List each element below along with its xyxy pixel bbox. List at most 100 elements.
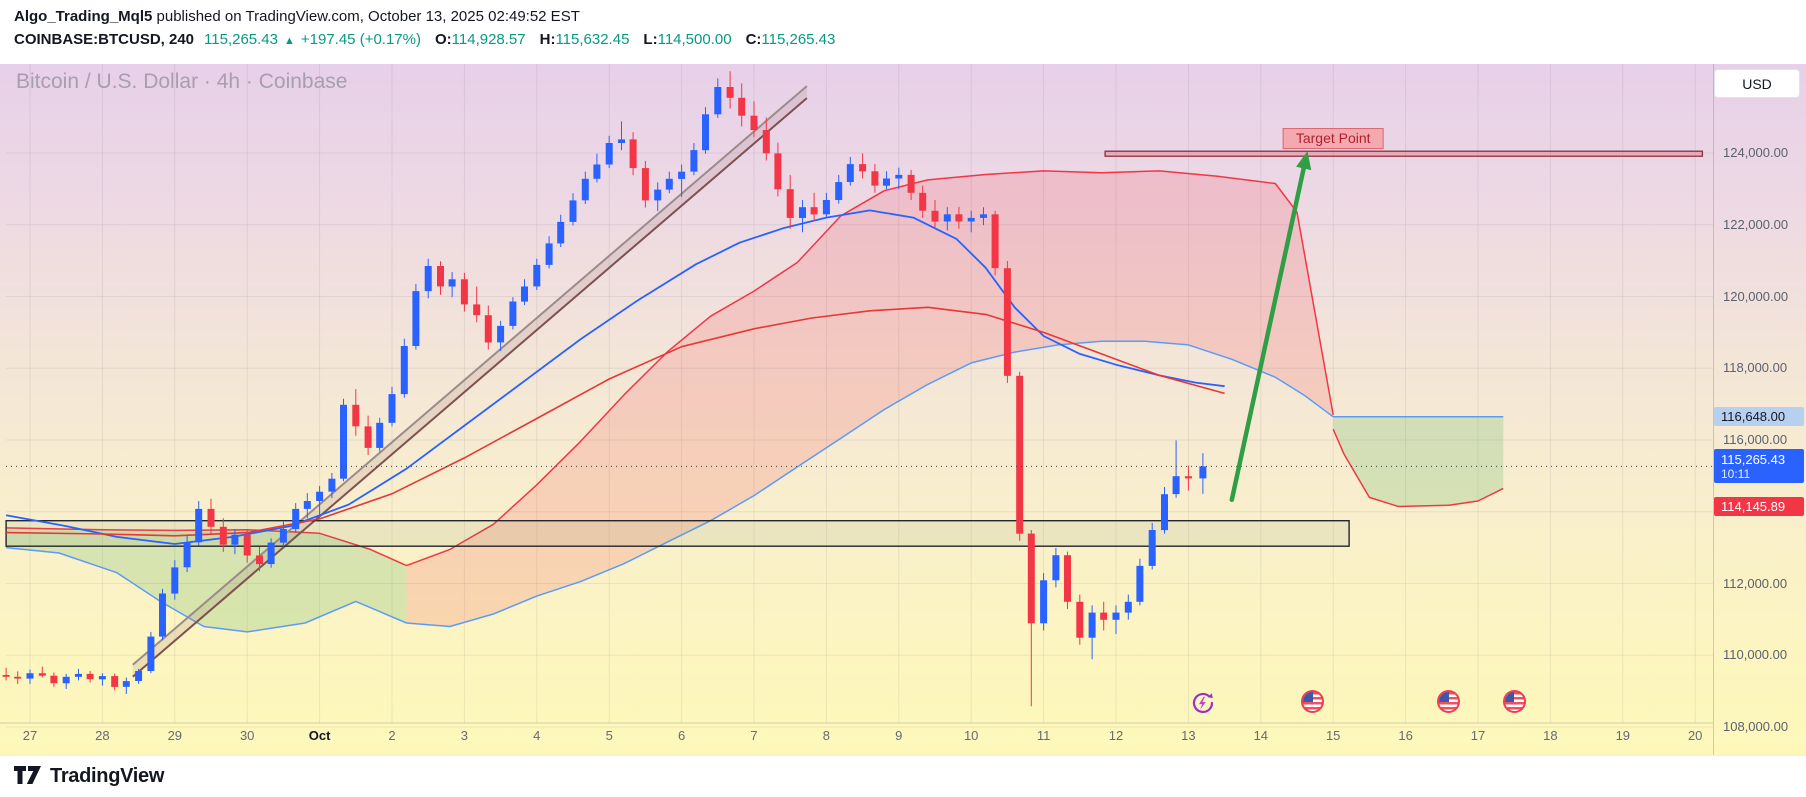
price-axis-tick: 116,000.00 <box>1723 432 1788 447</box>
publisher-name: Algo_Trading_Mql5 <box>14 8 153 25</box>
candle-body <box>195 508 203 543</box>
candle-body <box>484 315 492 343</box>
candle-body <box>967 217 975 222</box>
candle-body <box>859 164 867 172</box>
candle-body <box>111 676 119 687</box>
ichimoku-cloud <box>6 527 407 632</box>
candle-body <box>629 139 637 169</box>
target-arrow-head <box>1296 151 1312 171</box>
candle-body <box>943 214 951 222</box>
span-a-price-label: 116,648.00 <box>1714 406 1804 426</box>
price-axis-tick: 118,000.00 <box>1723 360 1788 376</box>
price-axis[interactable]: 124,000.00 122,000.00 120,000.00 118,000.00… <box>1713 64 1806 755</box>
us-economic-event-icon[interactable] <box>1437 690 1463 716</box>
candle-body <box>328 478 336 492</box>
us-flag-glyph <box>1502 690 1526 713</box>
candle-body <box>1184 476 1192 479</box>
low-value: L:114,500.00 <box>643 31 732 48</box>
candle-body <box>1112 612 1120 620</box>
candle-body <box>86 673 94 680</box>
crypto-event-icon[interactable] <box>1190 690 1216 716</box>
us-economic-event-icon[interactable] <box>1502 690 1529 716</box>
candle-body <box>581 178 589 201</box>
candle-body <box>1040 580 1048 624</box>
candle-body <box>871 171 879 186</box>
candle-body <box>1052 555 1060 581</box>
close-value: C:115,265.43 <box>745 31 836 48</box>
candle-body <box>569 200 577 222</box>
candle-body <box>303 501 311 509</box>
symbol-name: COINBASE:BTCUSD, 240 <box>14 31 195 48</box>
candle-body <box>846 164 854 182</box>
candle-body <box>750 115 758 131</box>
candle-body <box>412 291 420 346</box>
candle-body <box>26 673 34 679</box>
candle-body <box>533 264 541 287</box>
candle-body <box>509 301 517 326</box>
span-b-value: 114,145.89 <box>1721 498 1786 514</box>
crypto-event-glyph <box>1192 692 1213 714</box>
open-value: O:114,928.57 <box>434 31 526 48</box>
candle-body <box>2 675 10 677</box>
currency-button[interactable]: USD <box>1714 69 1800 98</box>
candle-body <box>316 491 324 501</box>
price-change: +197.45 (+0.17%) <box>300 31 421 48</box>
candle-body <box>557 221 565 244</box>
candle-body <box>376 422 384 448</box>
last-price: 115,265.43 <box>204 31 278 48</box>
candle-body <box>980 214 987 218</box>
ichimoku-cloud <box>1333 416 1504 507</box>
ichimoku-span-line <box>406 340 1334 628</box>
candle-body <box>1161 494 1168 531</box>
candle-body <box>135 671 143 681</box>
trend-channel-upper-line <box>132 85 808 666</box>
chart-canvas[interactable] <box>0 64 1806 755</box>
target-price-line <box>1104 150 1704 157</box>
tradingview-logo-icon <box>14 766 41 784</box>
ichimoku-span-line <box>1332 428 1504 508</box>
price-axis-tick: 120,000.00 <box>1723 288 1789 304</box>
price-axis-tick: 112,000.00 <box>1723 575 1788 591</box>
trend-channel-fill <box>132 86 807 677</box>
candle-body <box>50 675 58 684</box>
candle-body <box>1136 565 1144 602</box>
candle-body <box>690 150 698 172</box>
candle-body <box>388 394 396 423</box>
candle-body <box>424 266 432 292</box>
candle-body <box>437 266 444 287</box>
candle-body <box>147 636 155 671</box>
candle-body <box>1088 612 1096 638</box>
candle-body <box>835 182 843 200</box>
price-axis-tick: 122,000.00 <box>1723 216 1789 232</box>
candle-body <box>473 304 481 316</box>
candle-body <box>1100 612 1108 620</box>
candle-body <box>1016 375 1024 534</box>
candle-body <box>448 279 456 287</box>
candle-body <box>159 593 166 637</box>
span-a-value: 116,648.00 <box>1721 408 1786 424</box>
target-arrow-shaft <box>1229 161 1307 503</box>
chart-area: Bitcoin / U.S. Dollar · 4h · Coinbase 27… <box>0 64 1806 755</box>
price-axis-tick: 108,000.00 <box>1723 719 1789 734</box>
candle-body <box>521 286 528 302</box>
price-axis-tick: 124,000.00 <box>1723 145 1789 160</box>
header: Algo_Trading_Mql5 published on TradingVi… <box>0 0 1806 64</box>
ichimoku-span-line <box>6 546 407 633</box>
span-b-price-label: 114,145.89 <box>1714 496 1804 516</box>
candle-body <box>883 178 890 186</box>
candle-body <box>1027 533 1035 624</box>
us-flag-glyph <box>1301 690 1325 713</box>
candle-body <box>364 426 372 448</box>
candle-body <box>1124 601 1132 613</box>
candle-body <box>279 529 287 543</box>
candle-body <box>14 676 22 679</box>
publisher-line: Algo_Trading_Mql5 published on TradingVi… <box>14 7 1792 27</box>
candle-body <box>460 279 468 305</box>
candle-body <box>340 404 347 479</box>
us-economic-event-icon[interactable] <box>1301 690 1327 716</box>
candle-body <box>726 87 734 98</box>
candle-body <box>219 526 227 545</box>
candle-body <box>171 567 179 594</box>
target-point-label: Target Point <box>1282 127 1384 149</box>
